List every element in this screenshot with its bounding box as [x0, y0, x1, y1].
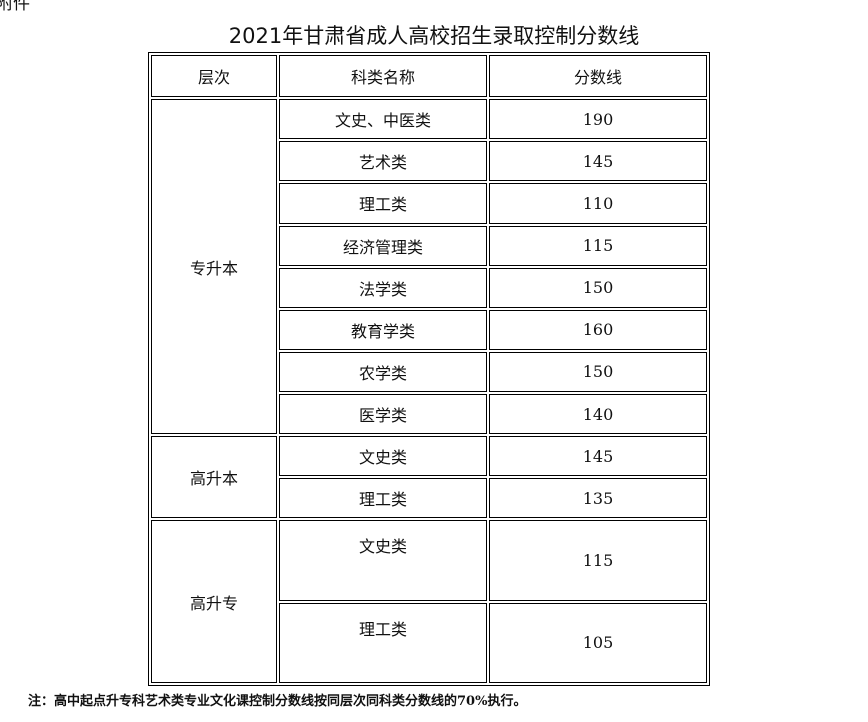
score-cell: 145: [489, 141, 707, 182]
level-cell: 高升专: [151, 520, 277, 683]
category-cell: 文史类: [279, 436, 487, 477]
category-cell: 理工类: [279, 602, 487, 683]
category-cell: 经济管理类: [279, 225, 487, 266]
score-cell: 115: [489, 225, 707, 266]
table-row: 艺术类 145: [151, 141, 707, 182]
category-cell: 法学类: [279, 267, 487, 308]
score-cell: 150: [489, 267, 707, 308]
table-row: 医学类 140: [151, 394, 707, 435]
score-cell: 160: [489, 309, 707, 350]
page-title: 2021年甘肃省成人高校招生录取控制分数线: [228, 24, 640, 48]
category-cell: 文史类: [279, 520, 487, 601]
table-row: 专升本 文史、中医类 190: [151, 99, 707, 435]
level-cell: 专升本: [151, 99, 277, 435]
category-cell: 教育学类: [279, 309, 487, 350]
column-header: 分数线: [489, 55, 707, 98]
table-row: 教育学类 160: [151, 309, 707, 350]
score-cell: 115: [489, 520, 707, 601]
score-cell: 105: [489, 602, 707, 683]
table-row: 理工类 105: [151, 602, 707, 683]
footnote: 注：高中起点升专科艺术类专业文化课控制分数线按同层次同科类分数线的70%执行。: [28, 694, 527, 709]
column-header: 层次: [151, 55, 277, 98]
table-row: 高升专 文史类 115: [151, 520, 707, 683]
score-cell: 135: [489, 478, 707, 519]
table-row: 理工类 110: [151, 183, 707, 224]
level-cell: 高升本: [151, 436, 277, 519]
table-row: 高升本 文史类 145: [151, 436, 707, 519]
table-row: 理工类 135: [151, 478, 707, 519]
column-header: 科类名称: [279, 55, 487, 98]
category-cell: 艺术类: [279, 141, 487, 182]
category-cell: 医学类: [279, 394, 487, 435]
category-cell: 农学类: [279, 351, 487, 392]
attachment-label: 附件: [0, 0, 30, 14]
score-cell: 190: [489, 99, 707, 140]
score-cell: 150: [489, 351, 707, 392]
category-cell: 理工类: [279, 183, 487, 224]
category-cell: 文史、中医类: [279, 99, 487, 140]
score-cell: 145: [489, 436, 707, 477]
score-cell: 140: [489, 394, 707, 435]
score-cell: 110: [489, 183, 707, 224]
score-table: 层次 科类名称 分数线 专升本 文史、中医类 190 艺术类 145 理工类 110 经济管理类 11…: [148, 52, 710, 686]
table-row: 法学类 150: [151, 267, 707, 308]
table-row: 经济管理类 115: [151, 225, 707, 266]
table-row: 农学类 150: [151, 351, 707, 392]
category-cell: 理工类: [279, 478, 487, 519]
